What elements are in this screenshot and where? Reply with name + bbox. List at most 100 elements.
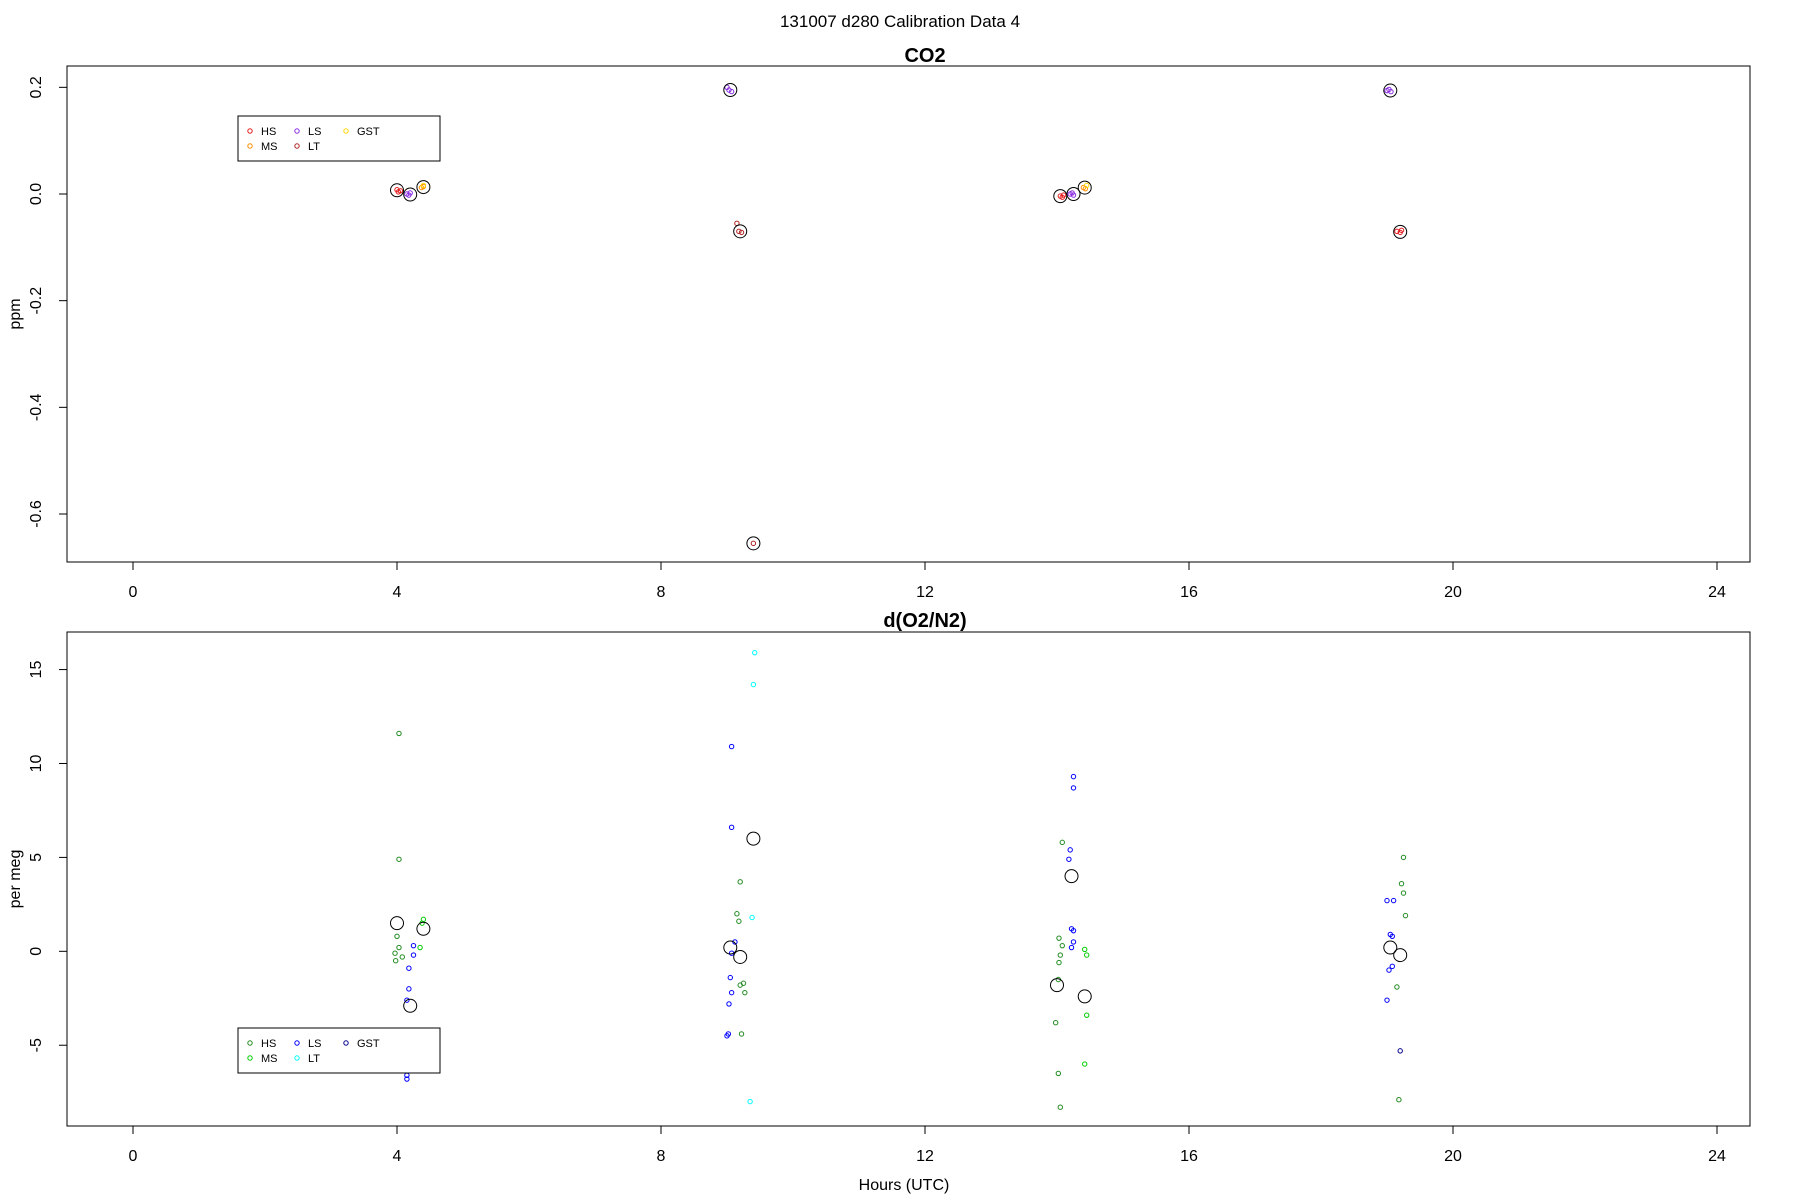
co2-y-tick-label: -0.6 xyxy=(28,500,45,528)
o2n2-legend-marker-ms xyxy=(247,1055,253,1061)
o2n2-mean-markers xyxy=(390,831,1408,1013)
o2n2-point-ls xyxy=(1070,927,1077,934)
co2-x-axis: 0 4 8 12 16 20 24 xyxy=(129,561,1726,601)
o2n2-point-ls xyxy=(1070,939,1077,945)
co2-point-lt xyxy=(750,540,757,547)
o2n2-mean-marker xyxy=(723,940,738,955)
o2n2-data-marks xyxy=(390,649,1409,1110)
co2-y-tick-label: -0.2 xyxy=(28,287,45,315)
co2-point-hs xyxy=(397,188,403,194)
co2-x-tick-label: 20 xyxy=(1444,584,1462,601)
o2n2-point-hs xyxy=(1057,1104,1064,1110)
o2n2-point-ms xyxy=(1084,952,1090,958)
o2n2-point-ls xyxy=(1384,897,1390,904)
o2n2-point-lt xyxy=(747,1098,753,1105)
o2n2-point-hs xyxy=(736,918,742,924)
o2n2-point-ls xyxy=(406,986,412,992)
o2n2-point-hs xyxy=(396,856,402,862)
o2n2-point-hs xyxy=(1059,839,1065,846)
co2-point-hs xyxy=(1060,192,1067,198)
o2n2-x-axis-label: Hours (UTC) xyxy=(859,1177,950,1194)
o2n2-point-ls xyxy=(1384,997,1390,1003)
o2n2-series-lt xyxy=(747,649,758,1105)
o2n2-point-hs xyxy=(1056,959,1062,966)
co2-legend: HS LS GST MS LT xyxy=(237,115,441,162)
co2-mean-marker xyxy=(1066,187,1081,201)
co2-legend-label-gst: GST xyxy=(357,126,380,138)
o2n2-point-ls xyxy=(404,997,410,1003)
o2n2-legend-marker-ls xyxy=(294,1040,300,1046)
o2n2-point-hs xyxy=(392,950,398,956)
o2n2-point-ls xyxy=(404,1076,410,1082)
o2n2-point-ms xyxy=(1082,1061,1088,1067)
o2n2-point-hs xyxy=(1400,890,1407,896)
o2n2-point-ls xyxy=(1067,847,1073,853)
co2-x-tick-label: 8 xyxy=(657,584,666,601)
figure-suptitle: 131007 d280 Calibration Data 4 xyxy=(780,12,1020,31)
o2n2-point-hs xyxy=(742,989,748,996)
o2n2-y-tick-label: -5 xyxy=(28,1038,45,1052)
co2-legend-label-hs: HS xyxy=(261,126,276,138)
o2n2-series-hs xyxy=(392,730,1409,1110)
o2n2-point-ls xyxy=(1389,963,1395,970)
o2n2-mean-marker xyxy=(403,998,418,1013)
o2n2-y-axis: 15 10 5 0 -5 xyxy=(28,661,67,1052)
o2n2-x-axis: 0 4 8 12 16 20 24 xyxy=(129,1125,1726,1165)
o2n2-legend-box xyxy=(237,1027,441,1074)
o2n2-point-ls xyxy=(1389,933,1395,939)
co2-point-ls xyxy=(407,190,413,196)
o2n2-point-ls xyxy=(728,743,735,750)
co2-mean-marker xyxy=(723,83,738,97)
o2n2-point-ls xyxy=(1390,897,1397,904)
o2n2-point-ls xyxy=(410,952,417,958)
co2-point-ms xyxy=(1082,185,1089,192)
co2-y-axis: 0.2 0.0 -0.2 -0.4 -0.6 xyxy=(28,76,67,528)
co2-legend-marker-ms xyxy=(247,143,253,149)
o2n2-legend-label-lt: LT xyxy=(308,1053,320,1065)
o2n2-panel: d(O2/N2) per meg Hours (UTC) 0 4 8 12 16 20 24… xyxy=(7,610,1751,1194)
o2n2-y-axis-label: per meg xyxy=(7,850,24,909)
o2n2-point-hs xyxy=(1402,912,1409,919)
o2n2-legend-label-ls: LS xyxy=(308,1038,321,1050)
o2n2-x-tick-label: 16 xyxy=(1180,1148,1198,1165)
o2n2-point-ms xyxy=(1084,1012,1090,1018)
co2-mean-markers xyxy=(390,83,1408,551)
o2n2-mean-marker xyxy=(1050,978,1064,993)
o2n2-point-hs xyxy=(737,982,743,988)
co2-series-hs xyxy=(394,187,1405,236)
o2n2-point-ms xyxy=(417,944,423,951)
co2-point-hs xyxy=(1398,227,1405,233)
o2n2-mean-marker xyxy=(1064,869,1079,884)
o2n2-point-hs xyxy=(396,730,402,737)
o2n2-x-tick-label: 8 xyxy=(657,1148,666,1165)
o2n2-y-tick-label: 0 xyxy=(28,947,45,956)
o2n2-point-ls xyxy=(727,974,733,981)
o2n2-mean-marker xyxy=(746,831,761,846)
o2n2-point-hs xyxy=(737,879,743,885)
o2n2-x-tick-label: 24 xyxy=(1708,1148,1726,1165)
o2n2-legend-label-hs: HS xyxy=(261,1038,276,1050)
o2n2-point-ls xyxy=(728,989,735,996)
o2n2-point-hs xyxy=(1398,880,1405,887)
o2n2-series-ls xyxy=(404,743,1397,1082)
co2-legend-marker-hs xyxy=(247,128,253,134)
co2-mean-marker xyxy=(403,187,418,202)
co2-point-ls xyxy=(1070,192,1077,198)
o2n2-point-hs xyxy=(1396,1097,1402,1103)
co2-mean-marker xyxy=(733,224,748,239)
co2-point-ls xyxy=(726,87,732,93)
co2-point-gst xyxy=(1084,182,1090,189)
o2n2-legend: HS LS GST MS LT xyxy=(237,1027,441,1074)
o2n2-point-hs xyxy=(738,1031,745,1037)
o2n2-point-ls xyxy=(410,942,417,949)
co2-y-tick-label: -0.4 xyxy=(28,393,45,421)
co2-point-lt xyxy=(736,228,742,235)
co2-legend-label-ls: LS xyxy=(308,126,321,138)
co2-x-tick-label: 0 xyxy=(129,584,138,601)
co2-x-tick-label: 16 xyxy=(1180,584,1198,601)
o2n2-point-ls xyxy=(726,1001,732,1007)
o2n2-y-tick-label: 10 xyxy=(28,754,45,772)
co2-x-tick-label: 12 xyxy=(916,584,934,601)
